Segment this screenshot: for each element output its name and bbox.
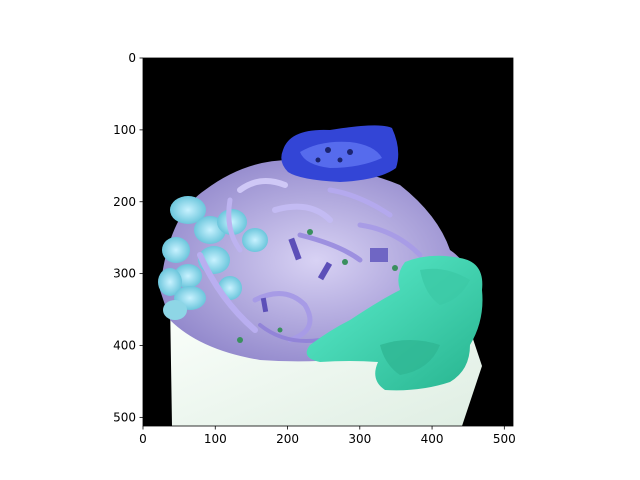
teal-lettuce [306, 255, 483, 391]
onion-rings [197, 178, 423, 343]
x-tick-label: 0 [139, 432, 147, 446]
x-axis-ticks: 0 100 200 300 400 500 [139, 426, 516, 446]
x-tick-label: 500 [493, 432, 516, 446]
x-tick-label: 400 [421, 432, 444, 446]
y-tick-label: 500 [113, 410, 136, 424]
x-tick-label: 100 [204, 432, 227, 446]
y-axis-ticks: 0 100 200 300 400 500 [113, 51, 143, 424]
axes-frame [142, 57, 514, 427]
y-tick-label: 100 [113, 123, 136, 137]
herb-bits [237, 229, 398, 343]
y-tick-label: 400 [113, 339, 136, 353]
y-tick-label: 300 [113, 267, 136, 281]
x-tick-label: 200 [276, 432, 299, 446]
y-tick-label: 0 [128, 51, 136, 65]
dark-purple-pieces [260, 237, 388, 313]
y-tick-label: 200 [113, 195, 136, 209]
bowl [170, 300, 482, 426]
x-tick-label: 300 [348, 432, 371, 446]
blue-pepper-ring [281, 125, 399, 182]
image-plot [143, 58, 513, 426]
